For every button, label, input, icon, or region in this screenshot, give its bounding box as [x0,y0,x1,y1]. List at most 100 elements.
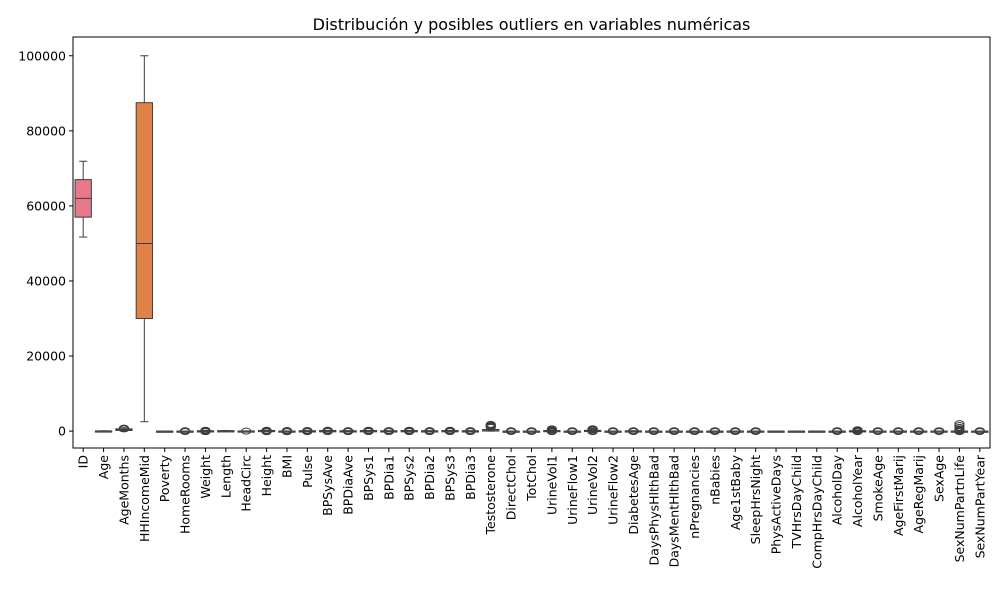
outlier-point [424,427,435,435]
x-tick-label: SleepHrsNight [748,455,763,544]
box-DaysPhysHlthBad [645,427,663,435]
box-BPDia2 [420,427,439,436]
x-tick-label: BPDia3 [463,455,478,500]
outlier-point [607,427,619,435]
box-DirectChol [502,427,520,435]
box-DaysMentHlthBad [665,427,683,435]
box-HeadCirc [237,427,255,435]
y-tick-label: 40000 [26,273,66,288]
outlier-point [954,421,965,429]
box-nPregnancies [685,427,704,435]
x-tick-label: HomeRooms [178,455,193,534]
iqr-box [135,102,153,320]
box-SexNumPartnLife [950,420,969,436]
box-UrineFlow1 [563,427,581,435]
box-PhysActiveDays [767,430,785,433]
outlier-point [730,427,741,435]
x-tick-label: BPSys2 [402,455,417,501]
x-tick-label: AgeMonths [116,455,131,525]
box-HomeRooms [176,427,194,435]
outlier-point [383,427,394,435]
box-UrineVol2 [583,425,602,436]
x-tick-label: BPSys1 [361,455,376,501]
x-tick-label: BPDia1 [381,455,396,500]
box-AgeMonths [115,424,133,433]
outlier-point [954,420,965,428]
box-Height [257,426,276,436]
box-SmokeAge [869,427,887,435]
x-tick-label: Length [218,455,233,498]
outlier-point [974,427,985,435]
outlier-point [628,427,639,435]
box-Testosterone [482,420,500,432]
x-tick-label: AlcoholDay [830,454,845,525]
outlier-point [913,427,924,435]
box-AgeFirstMarij [889,427,907,435]
x-tick-label: DaysPhysHlthBad [646,455,661,565]
outlier-point [750,427,761,435]
x-tick-label: AlcoholYear [850,454,865,527]
box-Length [217,430,235,433]
outlier-point [872,427,884,435]
outlier-point [363,426,374,434]
box-SexNumPartYear [971,427,989,435]
outlier-point [587,425,598,433]
outlier-point [261,426,272,434]
outlier-point [648,427,659,435]
box-BPSys1 [359,426,378,436]
x-tick-label: DaysMentHlthBad [667,455,682,567]
x-tick-label: Height [259,455,274,496]
chart-title: Distribución y posibles outliers en vari… [313,15,751,34]
box-SleepHrsNight [747,427,765,435]
x-tick-label: UrineVol1 [544,455,559,515]
box-BPSys3 [441,426,459,436]
x-tick-label: UrineVol2 [585,455,600,515]
outlier-point [567,427,578,435]
box-TVHrsDayChild [787,430,806,433]
box-BMI [278,427,296,436]
box-Poverty [156,430,174,433]
box-AlcoholDay [828,427,846,435]
box-Age [94,430,113,433]
x-tick-label: UrineFlow1 [565,455,580,525]
x-tick-label: BPSys3 [442,455,457,501]
box-BPDia1 [380,427,398,436]
box-HHIncomeMid [135,55,153,423]
box-AlcoholYear [848,426,867,436]
outlier-point [322,426,333,434]
y-axis: 0 20000 40000 60000 80000 100000 [18,48,73,439]
outlier-point [669,427,680,435]
outlier-point [709,427,721,435]
box-nBabies [706,427,724,435]
x-tick-label: CompHrsDayChild [809,455,824,569]
box-TotChol [522,427,541,435]
outlier-point [281,427,293,435]
x-tick-label: DirectChol [504,455,519,520]
x-tick-label: Pulse [300,455,315,488]
outlier-point [933,427,945,435]
box-Weight [196,426,215,436]
outlier-point [118,424,130,432]
x-tick-label: TVHrsDayChild [789,455,804,549]
y-tick-label: 100000 [18,48,66,63]
outlier-point [832,427,843,435]
outlier-point [200,426,211,434]
plot-area [74,55,989,436]
outlier-point [485,420,496,428]
x-tick-label: Weight [198,455,213,499]
box-Age1stBaby [726,427,744,435]
x-tick-label: SexNumPartYear [972,454,987,558]
box-AgeRegMarij [910,427,928,435]
y-tick-label: 80000 [26,123,66,138]
outlier-point [302,427,313,435]
x-tick-label: Poverty [157,454,172,502]
x-tick-label: BMI [279,455,294,478]
x-tick-label: DiabetesAge [626,455,641,535]
x-tick-label: ID [76,455,91,468]
x-tick-label: nBabies [707,455,722,505]
outlier-point [404,426,415,434]
y-tick-label: 20000 [26,349,66,364]
y-tick-label: 60000 [26,198,66,213]
